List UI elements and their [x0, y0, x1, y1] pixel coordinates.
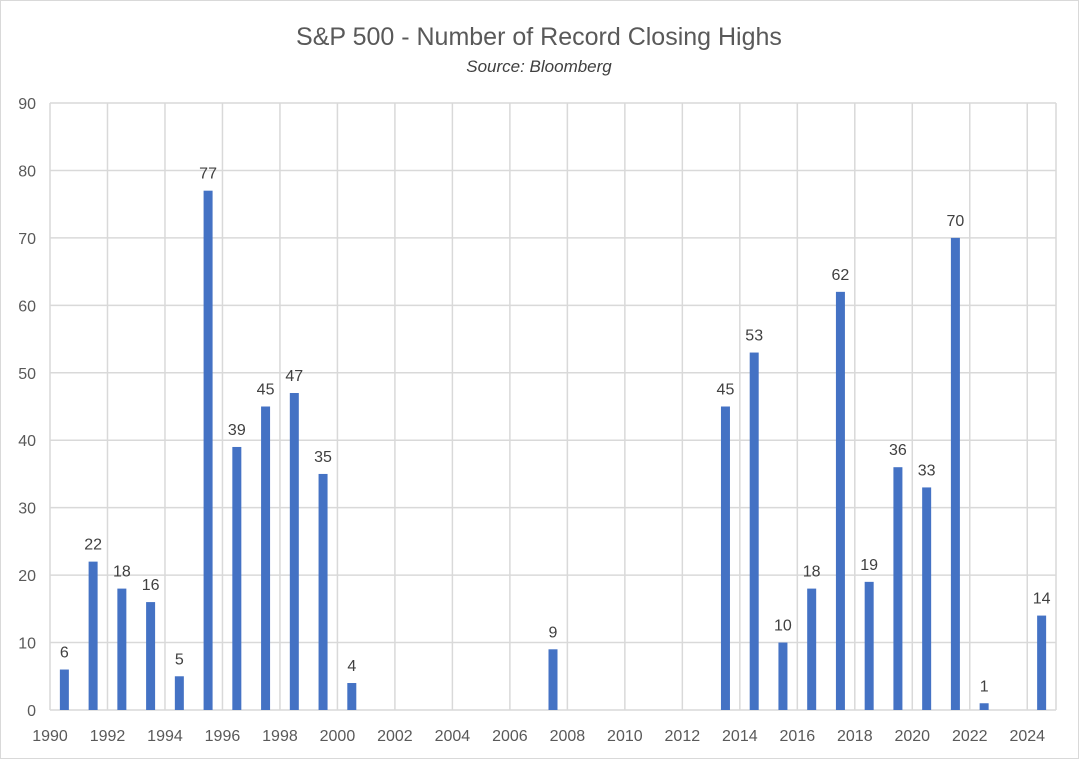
data-label-2016: 18 [803, 564, 821, 581]
data-label-2017: 62 [832, 267, 850, 284]
x-tick-label: 2022 [952, 728, 988, 745]
x-tick-label: 1990 [32, 728, 68, 745]
data-label-2020: 33 [918, 462, 936, 479]
x-tick-label: 2020 [894, 728, 930, 745]
data-label-2014: 53 [745, 328, 763, 345]
bars [59, 190, 1047, 710]
bar-2020 [922, 487, 932, 710]
y-tick-label: 60 [18, 298, 36, 315]
bar-2019 [893, 467, 903, 710]
x-tick-label: 1996 [205, 728, 241, 745]
data-label-1999: 35 [314, 449, 332, 466]
chart-subtitle: Source: Bloomberg [466, 57, 612, 76]
x-tick-label: 2016 [780, 728, 816, 745]
data-labels: 6 22 18 16 5 77 39 45 47 35 4 9 45 53 10 18 62 19 36 33 70 1 1… [60, 166, 1051, 696]
data-label-2021: 70 [947, 213, 965, 230]
bar-1990 [59, 669, 69, 710]
x-tick-label: 2010 [607, 728, 643, 745]
x-tick-label: 2002 [377, 728, 413, 745]
data-label-1995: 77 [199, 166, 217, 183]
bar-2013 [720, 406, 730, 710]
bar-1992 [117, 588, 127, 710]
x-tick-label: 2000 [320, 728, 356, 745]
data-label-2013: 45 [717, 382, 735, 399]
y-axis-ticks: 0 10 20 30 40 50 60 70 80 90 [18, 96, 36, 720]
x-tick-label: 2014 [722, 728, 758, 745]
y-tick-label: 50 [18, 366, 36, 383]
bar-1993 [146, 602, 156, 710]
data-label-1991: 22 [84, 537, 102, 554]
x-tick-label: 1994 [147, 728, 183, 745]
data-label-2007: 9 [549, 624, 558, 641]
y-tick-label: 0 [27, 703, 36, 720]
y-tick-label: 20 [18, 568, 36, 585]
data-label-2000: 4 [347, 658, 356, 675]
bar-2017 [835, 291, 845, 710]
bar-2015 [778, 642, 788, 710]
bar-1997 [261, 406, 271, 710]
bar-1994 [174, 676, 184, 710]
y-tick-label: 10 [18, 636, 36, 653]
gridlines [49, 102, 1057, 711]
data-label-1994: 5 [175, 651, 184, 668]
x-tick-label: 2008 [550, 728, 586, 745]
data-label-1998: 47 [285, 368, 303, 385]
bar-2014 [749, 352, 759, 710]
data-label-1997: 45 [257, 382, 275, 399]
x-tick-label: 2006 [492, 728, 528, 745]
x-axis-ticks: 1990 1992 1994 1996 1998 2000 2002 2004 2006 2008… [32, 728, 1045, 745]
bar-2018 [864, 581, 874, 710]
y-tick-label: 80 [18, 163, 36, 180]
data-label-2024: 14 [1033, 591, 1051, 608]
data-label-1992: 18 [113, 564, 131, 581]
data-label-2019: 36 [889, 442, 907, 459]
bar-1995 [203, 190, 213, 710]
chart-title: S&P 500 - Number of Record Closing Highs [296, 23, 782, 51]
bar-2024 [1037, 615, 1047, 710]
bar-1996 [232, 446, 242, 710]
bar-2022 [979, 703, 989, 710]
data-label-1990: 6 [60, 645, 69, 662]
x-tick-label: 2018 [837, 728, 873, 745]
y-tick-label: 30 [18, 501, 36, 518]
bar-1991 [88, 561, 98, 710]
bar-2000 [347, 683, 357, 710]
x-tick-label: 1998 [262, 728, 298, 745]
data-label-2022: 1 [980, 678, 989, 695]
data-label-2018: 19 [860, 557, 878, 574]
x-tick-label: 2012 [665, 728, 701, 745]
x-tick-label: 1992 [90, 728, 126, 745]
x-tick-label: 2004 [435, 728, 471, 745]
y-tick-label: 40 [18, 433, 36, 450]
data-label-1993: 16 [142, 577, 160, 594]
bar-2007 [548, 649, 558, 710]
x-tick-label: 2024 [1009, 728, 1045, 745]
data-label-1996: 39 [228, 422, 246, 439]
bar-2016 [807, 588, 817, 710]
bar-2021 [950, 237, 960, 710]
y-tick-label: 70 [18, 231, 36, 248]
y-tick-label: 90 [18, 96, 36, 113]
bar-1998 [289, 393, 299, 710]
data-label-2015: 10 [774, 618, 792, 635]
bar-1999 [318, 473, 328, 710]
